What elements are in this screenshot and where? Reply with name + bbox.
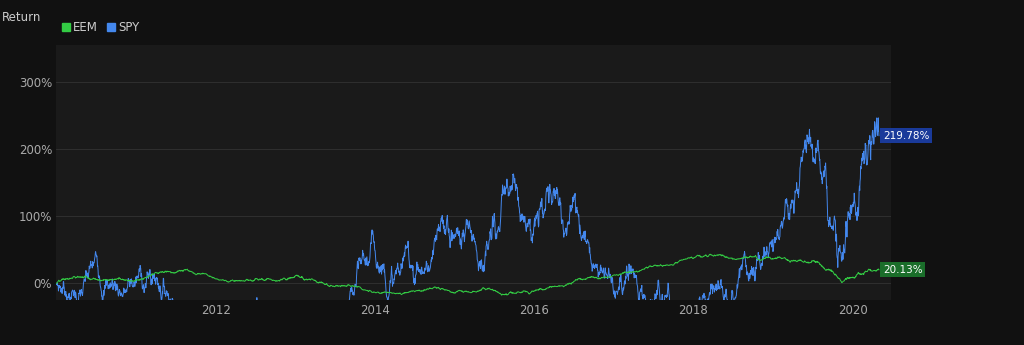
Line: SPY: SPY [56,118,879,345]
SPY [50,281,62,285]
Text: Return: Return [2,11,41,24]
SPY [872,134,885,138]
EEM [872,268,885,272]
SPY [69,295,81,299]
EEM [705,252,717,256]
Text: 20.13%: 20.13% [883,265,923,275]
EEM [264,277,276,281]
Text: 219.78%: 219.78% [883,131,930,141]
SPY [264,333,276,337]
SPY [872,116,885,120]
EEM [604,275,616,279]
EEM [496,293,508,297]
EEM [50,281,62,285]
SPY [482,246,495,250]
SPY [96,294,109,298]
EEM [69,275,81,279]
EEM [349,284,361,288]
Line: EEM: EEM [56,254,879,295]
SPY [604,275,616,279]
EEM [482,287,495,291]
SPY [350,285,362,289]
EEM [96,278,109,282]
Legend: EEM, SPY: EEM, SPY [62,21,139,34]
